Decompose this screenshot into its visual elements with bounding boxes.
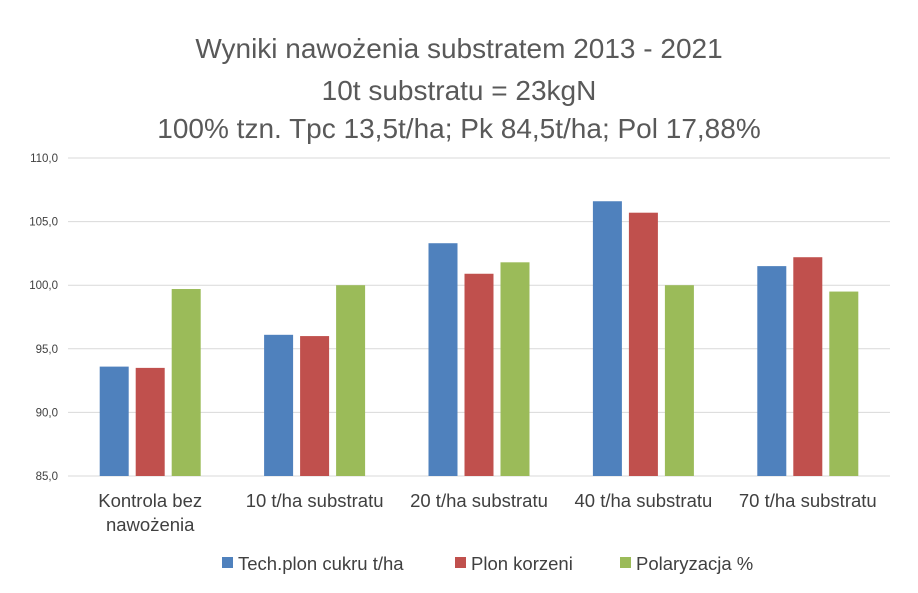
bar bbox=[757, 266, 787, 476]
bar bbox=[664, 285, 694, 476]
x-category-label: Kontrola bez nawożenia bbox=[98, 490, 202, 535]
bar bbox=[135, 367, 165, 476]
y-tick-label: 95,0 bbox=[36, 344, 58, 356]
bar bbox=[793, 257, 823, 476]
bar bbox=[264, 334, 294, 476]
y-tick-label: 110,0 bbox=[30, 153, 58, 165]
x-axis-category-labels: Kontrola bez nawożenia 10 t/ha substratu 20… bbox=[98, 490, 876, 535]
x-category-label: 10 t/ha substratu bbox=[246, 490, 384, 511]
bars bbox=[99, 201, 859, 477]
bar bbox=[336, 285, 366, 476]
y-tick-label: 90,0 bbox=[36, 407, 58, 419]
x-category-label: 20 t/ha substratu bbox=[410, 490, 548, 511]
y-tick-label: 85,0 bbox=[36, 471, 58, 483]
legend-label: Tech.plon cukru t/ha bbox=[238, 553, 404, 574]
bar bbox=[500, 262, 530, 476]
y-tick-label: 105,0 bbox=[29, 217, 58, 229]
bar bbox=[300, 336, 330, 476]
bar bbox=[428, 243, 458, 476]
legend-label: Polaryzacja % bbox=[636, 553, 753, 574]
x-category-label: 40 t/ha substratu bbox=[574, 490, 712, 511]
chart-title-line: 100% tzn. Tpc 13,5t/ha; Pk 84,5t/ha; Pol… bbox=[157, 113, 760, 144]
bar bbox=[829, 291, 859, 476]
y-axis-tick-labels: 85,0 90,0 95,0 100,0 105,0 110,0 bbox=[29, 153, 58, 483]
legend-swatch bbox=[455, 557, 466, 568]
chart-title-line: 10t substratu = 23kgN bbox=[322, 75, 597, 106]
legend-swatch bbox=[222, 557, 233, 568]
legend-label: Plon korzeni bbox=[471, 553, 573, 574]
bar bbox=[171, 289, 201, 476]
bar bbox=[628, 212, 658, 477]
legend: Tech.plon cukru t/ha Plon korzeni Polaryza… bbox=[222, 553, 753, 574]
y-tick-label: 100,0 bbox=[29, 280, 58, 292]
x-category-label: 70 t/ha substratu bbox=[739, 490, 877, 511]
legend-swatch bbox=[620, 557, 631, 568]
chart-title: Wyniki nawożenia substratem 2013 - 2021 1… bbox=[157, 33, 760, 144]
chart-title-line: Wyniki nawożenia substratem 2013 - 2021 bbox=[195, 33, 722, 64]
bar bbox=[99, 366, 129, 476]
bar bbox=[592, 201, 622, 477]
bar bbox=[464, 273, 494, 476]
